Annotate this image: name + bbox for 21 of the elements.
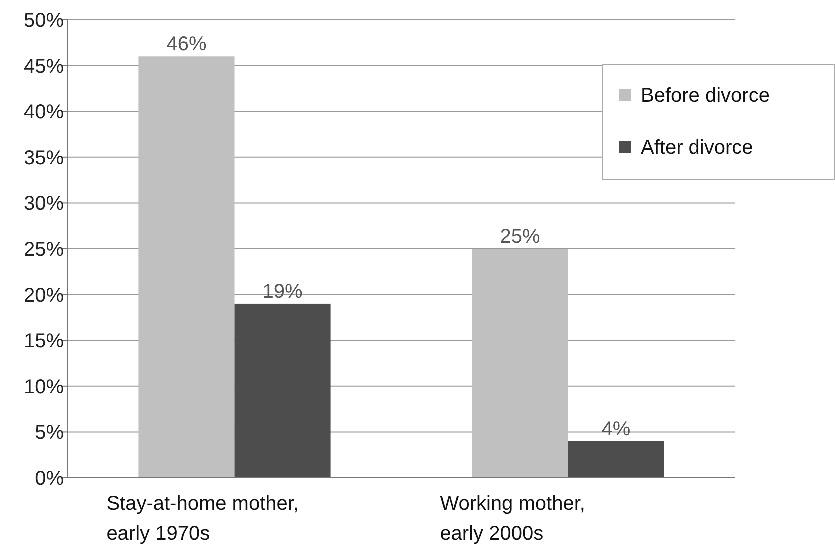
- y-tick-label: 40%: [24, 102, 64, 124]
- bar: [234, 304, 331, 478]
- y-tick-label: 30%: [24, 193, 64, 216]
- y-tick-label: 25%: [24, 239, 64, 261]
- bar: [472, 249, 568, 478]
- y-tick-label: 10%: [24, 376, 64, 398]
- y-tick-label: 20%: [24, 284, 64, 307]
- x-tick-label: Working mother, early 2000s: [440, 493, 586, 545]
- y-tick-label: 0%: [35, 468, 64, 490]
- data-label: 25%: [500, 226, 540, 248]
- bar: [568, 441, 664, 478]
- y-tick-label: 15%: [24, 330, 64, 353]
- data-label: 46%: [166, 34, 207, 56]
- y-tick-label: 5%: [35, 422, 64, 444]
- y-tick-label: 50%: [24, 10, 64, 32]
- legend-label: After divorce: [641, 137, 754, 159]
- bar: [138, 56, 235, 478]
- x-tick-label: Stay-at-home mother, early 1970s: [106, 493, 300, 545]
- legend-label: Before divorce: [641, 85, 770, 107]
- y-tick-label: 45%: [24, 56, 64, 78]
- y-tick-label: 35%: [24, 147, 64, 170]
